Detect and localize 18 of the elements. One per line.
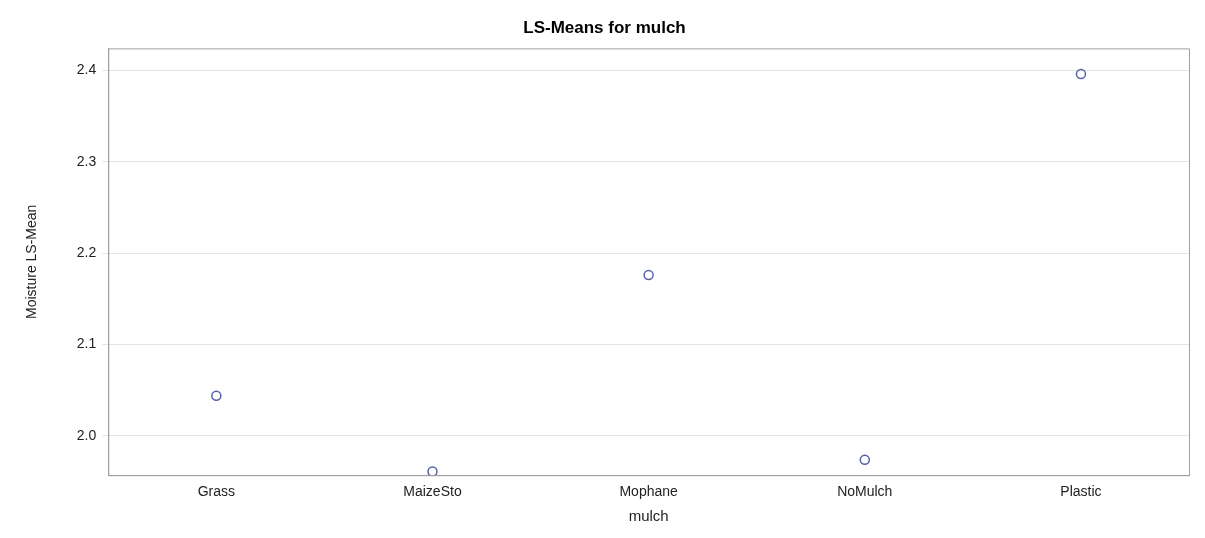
point — [1075, 68, 1087, 80]
x-tick-label: Plastic — [1060, 483, 1102, 500]
x-tick-label: MaizeSto — [403, 483, 462, 500]
x-axis-title: mulch — [628, 507, 669, 525]
y-tick-label: 2.1 — [76, 335, 97, 352]
point — [427, 466, 438, 476]
x-tick-label: NoMulch — [837, 483, 893, 500]
y-tick-label: 2.3 — [76, 152, 97, 169]
y-tick-label: 2.4 — [76, 61, 97, 78]
point — [643, 269, 654, 281]
y-tick-label: 2.0 — [76, 426, 97, 443]
chart-title: LS-Means for mulch — [523, 17, 686, 37]
point — [859, 454, 871, 465]
y-axis-title: Moisture LS-Mean — [23, 204, 40, 319]
x-tick-label: Grass — [197, 483, 236, 500]
y-tick-label: 2.2 — [76, 243, 97, 260]
x-tick-label: Mophane — [619, 483, 679, 500]
point — [211, 390, 222, 401]
